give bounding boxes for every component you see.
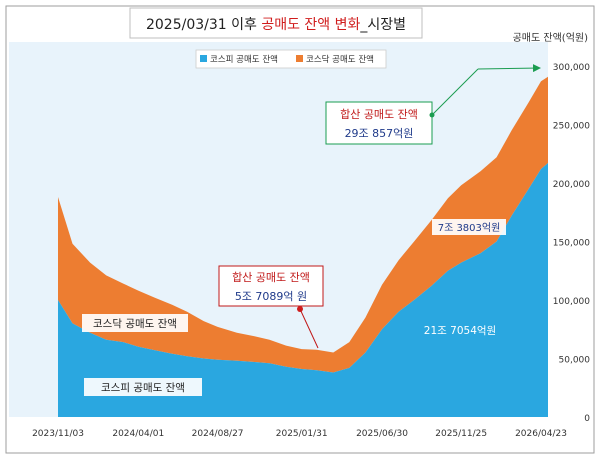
annotation-total-end-arrow bbox=[477, 64, 541, 73]
legend-swatch-kosdaq bbox=[296, 55, 303, 62]
title-highlight: 공매도 잔액 변화 bbox=[261, 17, 360, 33]
y-tick-label: 100,000 bbox=[553, 297, 590, 307]
legend-box bbox=[195, 49, 387, 69]
legend: 코스피 공매도 잔액 코스닥 공매도 잔액 bbox=[195, 49, 387, 69]
annotation-total-end-connector bbox=[431, 68, 479, 116]
annotation-total-end: 합산 공매도 잔액 29조 857억원 bbox=[325, 64, 541, 145]
annotation-total-mid-box bbox=[218, 265, 324, 307]
y-axis: 0 50,000 100,000 150,000 200,000 250,000 300,0… bbox=[553, 63, 590, 424]
label-kosdaq-area-text: 코스닥 공매도 잔액 bbox=[93, 318, 177, 330]
annotation-total-end-box bbox=[325, 101, 433, 145]
label-kosdaq-end: 7조 3803억원 bbox=[432, 219, 506, 235]
x-tick-label: 2024/08/27 bbox=[192, 429, 244, 439]
title-suffix: _시장별 bbox=[359, 17, 406, 33]
label-kospi-area-text: 코스피 공매도 잔액 bbox=[101, 382, 185, 394]
area-kospi bbox=[58, 163, 548, 417]
label-kospi-area-box bbox=[84, 378, 202, 396]
annotation-total-mid-line2: 5조 7089억 원 bbox=[235, 290, 307, 303]
annotation-total-end-dot bbox=[429, 112, 435, 118]
x-tick-label: 2025/11/25 bbox=[435, 429, 487, 439]
label-kosdaq-area-box bbox=[82, 314, 188, 332]
y-axis-label: 공매도 잔액(억원) bbox=[513, 32, 588, 44]
x-tick-label: 2026/04/23 bbox=[515, 429, 567, 439]
chart-title: 2025/03/31 이후 공매도 잔액 변화_시장별 bbox=[146, 17, 406, 33]
legend-label-kospi: 코스피 공매도 잔액 bbox=[210, 54, 278, 65]
label-kosdaq-end-box bbox=[432, 219, 506, 235]
label-kosdaq-area: 코스닥 공매도 잔액 bbox=[82, 314, 188, 332]
y-tick-label: 150,000 bbox=[553, 239, 590, 249]
title-prefix: 2025/03/31 이후 bbox=[146, 17, 261, 33]
label-kosdaq-end-text: 7조 3803억원 bbox=[438, 222, 501, 234]
annotation-total-mid-leader bbox=[299, 308, 319, 349]
label-kospi-end: 21조 7054억원 bbox=[424, 325, 496, 337]
y-tick-label: 50,000 bbox=[559, 356, 591, 366]
legend-label-kosdaq: 코스닥 공매도 잔액 bbox=[306, 54, 374, 65]
annotation-total-end-line2: 29조 857억원 bbox=[345, 127, 414, 140]
y-tick-label: 250,000 bbox=[553, 122, 590, 132]
x-tick-label: 2025/06/30 bbox=[356, 429, 408, 439]
y-tick-label: 0 bbox=[584, 414, 590, 424]
x-axis: 2023/11/03 2024/04/01 2024/08/27 2025/01/31… bbox=[32, 429, 567, 439]
title-box bbox=[129, 7, 423, 39]
legend-swatch-kospi bbox=[200, 55, 207, 62]
annotation-total-end-line1: 합산 공매도 잔액 bbox=[340, 108, 418, 121]
x-tick-label: 2025/01/31 bbox=[276, 429, 328, 439]
label-kospi-area: 코스피 공매도 잔액 bbox=[84, 378, 202, 396]
x-tick-label: 2023/11/03 bbox=[32, 429, 84, 439]
annotation-total-mid-line1: 합산 공매도 잔액 bbox=[232, 271, 310, 284]
y-tick-label: 300,000 bbox=[553, 63, 590, 73]
y-tick-label: 200,000 bbox=[553, 180, 590, 190]
annotation-total-mid: 합산 공매도 잔액 5조 7089억 원 bbox=[218, 265, 324, 349]
x-tick-label: 2024/04/01 bbox=[112, 429, 164, 439]
